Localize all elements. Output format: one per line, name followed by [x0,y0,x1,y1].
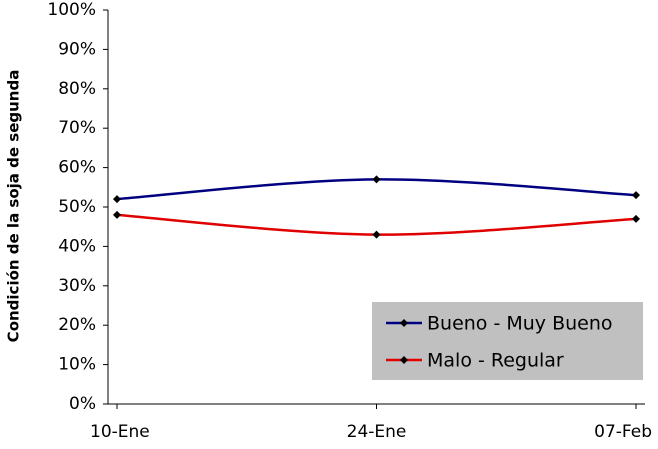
y-tick-label: 40% [58,236,96,256]
data-point [372,175,381,184]
legend-label: Bueno - Muy Bueno [427,313,613,335]
y-tick-label: 100% [47,0,96,20]
y-tick-label: 50% [58,197,96,217]
x-tick-label: 10-Ene [90,422,150,442]
y-tick-label: 20% [58,315,96,335]
y-tick-label: 70% [58,118,96,138]
y-tick-label: 90% [58,39,96,59]
y-tick-label: 0% [69,394,96,414]
y-tick-label: 30% [58,276,96,296]
y-tick-label: 60% [58,158,96,178]
legend-marker [400,356,408,364]
data-point [372,230,381,239]
legend-label: Malo - Regular [427,350,564,372]
legend-marker [400,319,408,327]
y-tick-label: 10% [58,355,96,375]
data-point [113,195,121,204]
data-point [632,191,640,200]
y-tick-label: 80% [58,79,96,99]
y-axis-label: Condición de la soja de segunda [5,70,23,343]
data-point [113,210,121,219]
data-point [632,214,640,223]
x-tick-label: 07-Feb [594,422,652,442]
legend-box [372,302,643,380]
x-tick-label: 24-Ene [347,422,407,442]
